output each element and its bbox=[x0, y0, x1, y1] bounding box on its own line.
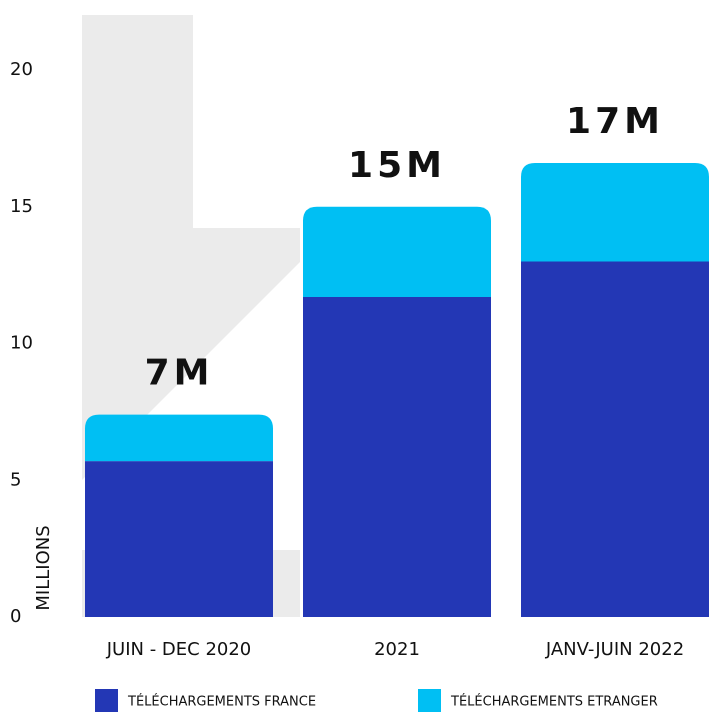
x-tick-label: 2021 bbox=[374, 639, 420, 660]
y-tick-label: 15 bbox=[10, 196, 33, 217]
total-annotation: 17M bbox=[566, 101, 664, 142]
bar-segment bbox=[521, 162, 709, 262]
legend-swatch bbox=[95, 689, 118, 712]
y-tick-label: 5 bbox=[10, 469, 21, 490]
bar-segment bbox=[303, 206, 491, 298]
y-tick-label: 20 bbox=[10, 59, 33, 80]
legend-swatch bbox=[418, 689, 441, 712]
legend-label: TÉLÉCHARGEMENTS ETRANGER bbox=[450, 694, 658, 710]
y-tick-label: 10 bbox=[10, 333, 33, 354]
y-tick-label: 0 bbox=[10, 606, 21, 627]
bar-segment bbox=[521, 261, 709, 617]
total-annotation: 15M bbox=[348, 145, 446, 186]
x-tick-label: JUIN - DEC 2020 bbox=[106, 639, 252, 660]
bar-segment bbox=[85, 461, 273, 617]
legend-label: TÉLÉCHARGEMENTS FRANCE bbox=[127, 694, 316, 710]
total-annotation: 7M bbox=[145, 353, 214, 394]
bar-segment bbox=[85, 414, 273, 462]
y-axis-label: MILLIONS bbox=[33, 525, 54, 610]
bar-segment bbox=[303, 297, 491, 617]
x-tick-label: JANV-JUIN 2022 bbox=[545, 639, 684, 660]
arrow-shape bbox=[82, 15, 300, 480]
